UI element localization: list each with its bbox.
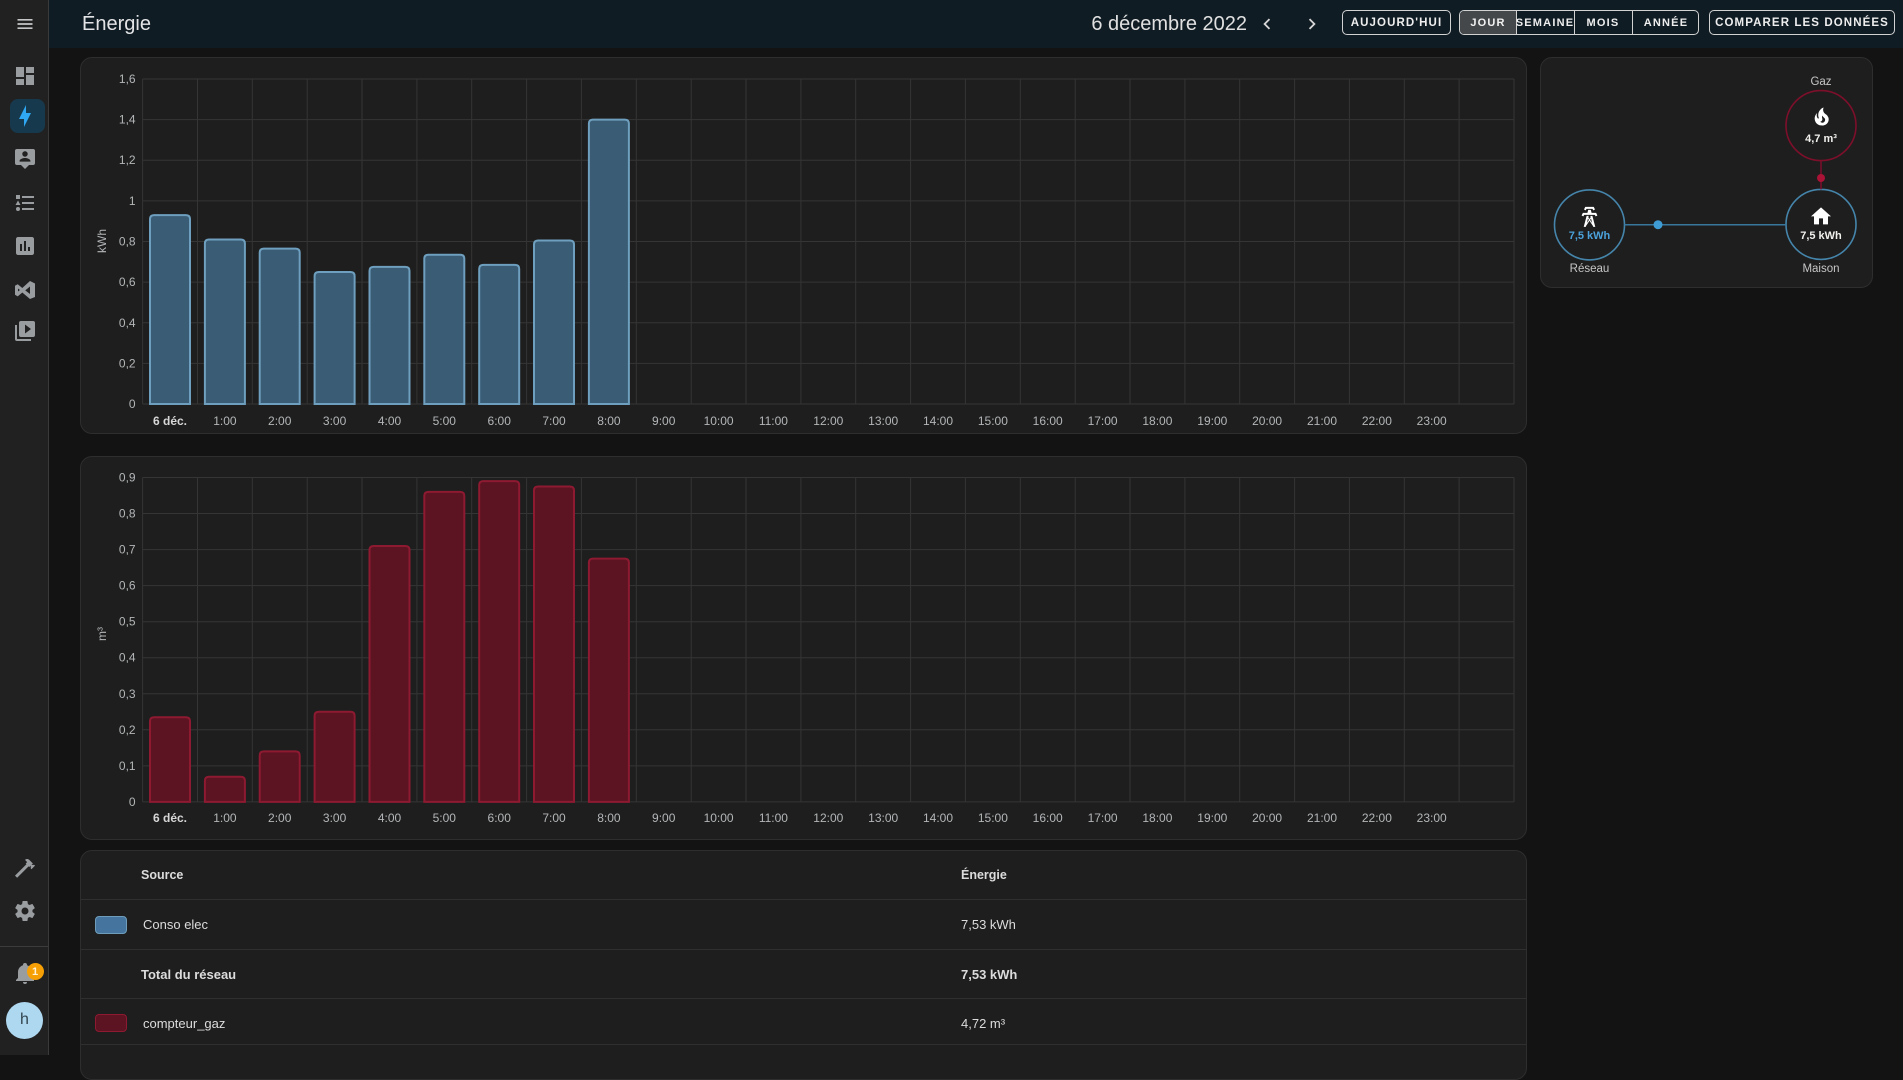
svg-text:0,6: 0,6: [119, 579, 136, 593]
svg-text:0,5: 0,5: [119, 615, 136, 629]
svg-text:5:00: 5:00: [433, 414, 457, 428]
svg-text:1:00: 1:00: [213, 414, 237, 428]
svg-text:0,4: 0,4: [119, 316, 136, 330]
svg-text:0: 0: [129, 795, 136, 809]
svg-text:0: 0: [129, 397, 136, 411]
svg-text:4:00: 4:00: [378, 414, 402, 428]
svg-text:9:00: 9:00: [652, 414, 676, 428]
svg-text:18:00: 18:00: [1142, 414, 1172, 428]
svg-text:kWh: kWh: [95, 229, 109, 253]
svg-text:21:00: 21:00: [1307, 811, 1337, 825]
svg-text:0,2: 0,2: [119, 356, 136, 370]
svg-text:13:00: 13:00: [868, 811, 898, 825]
svg-text:0,7: 0,7: [119, 543, 136, 557]
svg-text:1:00: 1:00: [213, 811, 237, 825]
svg-text:17:00: 17:00: [1088, 414, 1118, 428]
svg-text:0,9: 0,9: [119, 471, 136, 485]
svg-text:15:00: 15:00: [978, 811, 1008, 825]
svg-text:5:00: 5:00: [433, 811, 457, 825]
svg-text:0,8: 0,8: [119, 235, 136, 249]
svg-text:6:00: 6:00: [488, 811, 512, 825]
svg-text:3:00: 3:00: [323, 811, 347, 825]
svg-text:9:00: 9:00: [652, 811, 676, 825]
svg-text:14:00: 14:00: [923, 414, 953, 428]
svg-text:1,2: 1,2: [119, 153, 136, 167]
svg-text:m³: m³: [95, 627, 109, 641]
svg-text:21:00: 21:00: [1307, 414, 1337, 428]
svg-text:Réseau: Réseau: [1570, 263, 1610, 275]
svg-text:1: 1: [129, 194, 136, 208]
svg-text:12:00: 12:00: [813, 811, 843, 825]
svg-text:8:00: 8:00: [597, 811, 621, 825]
svg-text:18:00: 18:00: [1142, 811, 1172, 825]
svg-text:16:00: 16:00: [1033, 811, 1063, 825]
svg-text:4,7 m³: 4,7 m³: [1805, 133, 1837, 145]
svg-text:1,4: 1,4: [119, 113, 136, 127]
svg-text:13:00: 13:00: [868, 414, 898, 428]
svg-text:11:00: 11:00: [759, 811, 788, 825]
svg-text:Gaz: Gaz: [1810, 76, 1831, 88]
svg-text:0,2: 0,2: [119, 723, 136, 737]
svg-text:7:00: 7:00: [542, 811, 566, 825]
svg-text:22:00: 22:00: [1362, 414, 1392, 428]
svg-text:11:00: 11:00: [759, 414, 788, 428]
svg-text:23:00: 23:00: [1417, 811, 1447, 825]
svg-text:20:00: 20:00: [1252, 811, 1282, 825]
svg-text:15:00: 15:00: [978, 414, 1008, 428]
svg-text:0,4: 0,4: [119, 651, 136, 665]
svg-text:1,6: 1,6: [119, 72, 136, 86]
svg-text:3:00: 3:00: [323, 414, 347, 428]
svg-text:0,3: 0,3: [119, 687, 136, 701]
svg-text:7:00: 7:00: [542, 414, 566, 428]
svg-text:14:00: 14:00: [923, 811, 953, 825]
svg-text:2:00: 2:00: [268, 414, 292, 428]
svg-text:22:00: 22:00: [1362, 811, 1392, 825]
svg-text:6 déc.: 6 déc.: [153, 811, 187, 825]
svg-text:17:00: 17:00: [1088, 811, 1118, 825]
svg-text:19:00: 19:00: [1197, 811, 1227, 825]
svg-text:23:00: 23:00: [1417, 414, 1447, 428]
svg-text:0,1: 0,1: [119, 759, 136, 773]
svg-text:2:00: 2:00: [268, 811, 292, 825]
svg-text:0,8: 0,8: [119, 507, 136, 521]
svg-text:0,6: 0,6: [119, 275, 136, 289]
svg-text:6:00: 6:00: [488, 414, 512, 428]
svg-text:16:00: 16:00: [1033, 414, 1063, 428]
svg-text:7,5 kWh: 7,5 kWh: [1569, 230, 1611, 242]
svg-text:12:00: 12:00: [813, 414, 843, 428]
svg-text:10:00: 10:00: [704, 811, 734, 825]
svg-text:19:00: 19:00: [1197, 414, 1227, 428]
svg-text:8:00: 8:00: [597, 414, 621, 428]
svg-text:20:00: 20:00: [1252, 414, 1282, 428]
svg-text:10:00: 10:00: [704, 414, 734, 428]
svg-text:6 déc.: 6 déc.: [153, 414, 187, 428]
svg-text:7,5 kWh: 7,5 kWh: [1800, 230, 1842, 242]
svg-text:4:00: 4:00: [378, 811, 402, 825]
svg-text:Maison: Maison: [1802, 263, 1839, 275]
